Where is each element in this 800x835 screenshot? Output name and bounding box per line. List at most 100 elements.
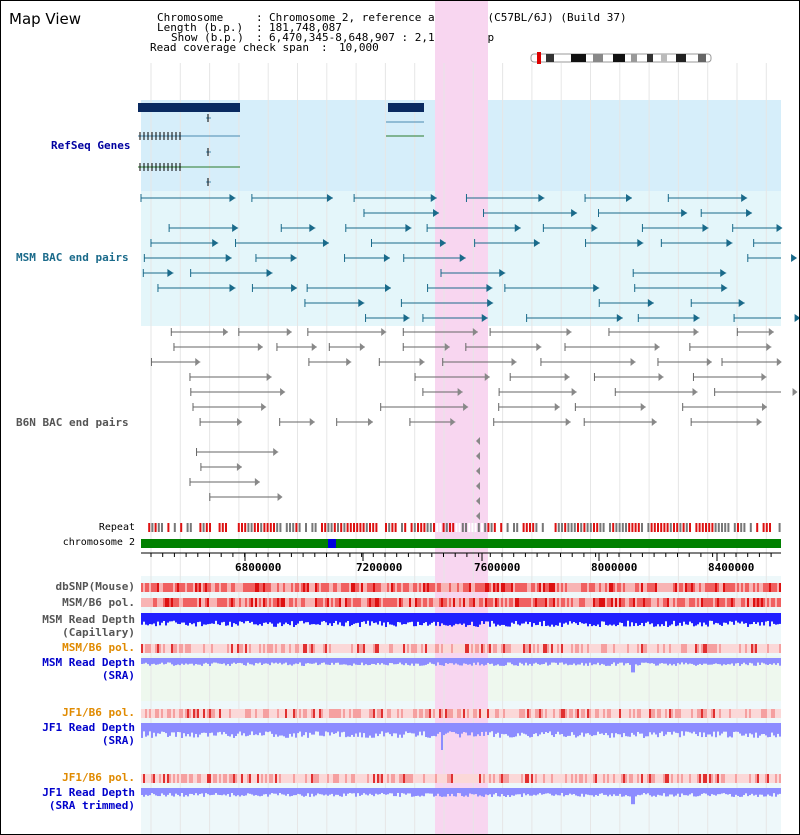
polymorphism-mark bbox=[653, 709, 655, 718]
polymorphism-mark bbox=[485, 774, 487, 783]
read-depth-bar bbox=[535, 658, 537, 663]
polymorphism-mark bbox=[599, 583, 601, 592]
repeat-mark bbox=[157, 523, 160, 532]
read-depth-bar bbox=[669, 723, 671, 733]
read-depth-bar bbox=[753, 788, 755, 796]
read-depth-bar bbox=[731, 788, 733, 797]
polymorphism-mark bbox=[749, 709, 751, 718]
track-label-msm-bac[interactable]: MSM BAC end pairs bbox=[16, 251, 129, 264]
read-depth-bar bbox=[149, 613, 151, 625]
repeat-mark bbox=[388, 523, 391, 532]
polymorphism-mark bbox=[645, 598, 647, 607]
read-depth-bar bbox=[411, 613, 413, 622]
read-depth-bar bbox=[625, 788, 627, 796]
read-depth-bar bbox=[463, 788, 465, 797]
polymorphism-mark bbox=[707, 583, 709, 592]
polymorphism-mark bbox=[723, 644, 725, 653]
polymorphism-mark bbox=[601, 583, 603, 592]
read-depth-bar bbox=[701, 788, 703, 794]
read-depth-bar bbox=[175, 613, 177, 623]
polymorphism-mark bbox=[175, 774, 177, 783]
polymorphism-mark bbox=[315, 709, 317, 718]
repeat-mark bbox=[282, 523, 285, 532]
polymorphism-mark bbox=[777, 709, 779, 718]
read-depth-bar bbox=[285, 788, 287, 796]
polymorphism-mark bbox=[421, 709, 423, 718]
polymorphism-mark bbox=[197, 644, 199, 653]
repeat-mark bbox=[615, 523, 618, 532]
polymorphism-mark bbox=[183, 583, 185, 592]
polymorphism-mark bbox=[301, 709, 303, 718]
read-depth-bar bbox=[379, 658, 381, 665]
track-label-refseq[interactable]: RefSeq Genes bbox=[51, 139, 131, 152]
polymorphism-mark bbox=[411, 774, 413, 783]
polymorphism-mark bbox=[565, 583, 567, 592]
read-depth-bar bbox=[641, 788, 643, 795]
read-depth-bar bbox=[319, 658, 321, 665]
polymorphism-mark bbox=[745, 709, 747, 718]
polymorphism-mark bbox=[663, 774, 665, 783]
polymorphism-mark bbox=[457, 644, 459, 653]
chromosome-key: Chromosome bbox=[157, 11, 224, 24]
track-label-chromosome: chromosome 2 bbox=[62, 537, 135, 548]
read-depth-bar bbox=[529, 723, 531, 738]
read-depth-bar bbox=[367, 613, 369, 621]
polymorphism-mark bbox=[681, 774, 683, 783]
polymorphism-mark bbox=[167, 644, 169, 653]
read-depth-bar bbox=[521, 613, 523, 624]
polymorphism-mark bbox=[261, 583, 263, 592]
polymorphism-mark bbox=[703, 583, 705, 592]
polymorphism-mark bbox=[265, 598, 267, 607]
read-depth-bar bbox=[257, 613, 259, 626]
read-depth-bar bbox=[399, 788, 401, 797]
read-depth-bar bbox=[163, 788, 165, 795]
repeat-mark bbox=[778, 523, 781, 532]
polymorphism-mark bbox=[705, 644, 707, 653]
polymorphism-mark bbox=[301, 598, 303, 607]
track-label-msm-depth-cap-2: (Capillary) bbox=[62, 626, 135, 639]
read-depth-bar bbox=[391, 613, 393, 625]
polymorphism-mark bbox=[681, 709, 683, 718]
polymorphism-mark bbox=[559, 598, 561, 607]
b6n-bac-arrow bbox=[706, 358, 712, 366]
polymorphism-mark bbox=[335, 583, 337, 592]
polymorphism-mark bbox=[497, 774, 499, 783]
polymorphism-mark bbox=[463, 709, 465, 718]
repeat-mark bbox=[183, 523, 186, 532]
polymorphism-mark bbox=[291, 774, 293, 783]
polymorphism-mark bbox=[535, 774, 537, 783]
msm-bac-arrow bbox=[322, 239, 329, 247]
polymorphism-mark bbox=[699, 774, 701, 783]
track-label-b6n-bac[interactable]: B6N BAC end pairs bbox=[16, 416, 129, 429]
read-depth-bar bbox=[559, 613, 561, 623]
read-depth-bar bbox=[587, 723, 589, 734]
read-depth-bar bbox=[755, 613, 757, 624]
read-depth-bar bbox=[527, 723, 529, 736]
read-depth-bar bbox=[409, 613, 411, 623]
polymorphism-mark bbox=[557, 583, 559, 592]
read-depth-bar bbox=[185, 723, 187, 737]
read-depth-bar bbox=[169, 788, 171, 794]
msm-bac-arrow bbox=[726, 239, 733, 247]
read-depth-bar bbox=[703, 723, 705, 733]
read-depth-bar bbox=[477, 723, 479, 735]
polymorphism-mark bbox=[701, 774, 703, 783]
polymorphism-mark bbox=[459, 583, 461, 592]
polymorphism-mark bbox=[585, 598, 587, 607]
polymorphism-mark bbox=[565, 774, 567, 783]
repeat-mark bbox=[327, 523, 330, 532]
repeat-mark bbox=[234, 523, 237, 532]
polymorphism-mark bbox=[357, 583, 359, 592]
polymorphism-mark bbox=[723, 583, 725, 592]
polymorphism-mark bbox=[361, 598, 363, 607]
polymorphism-mark bbox=[143, 583, 145, 592]
polymorphism-mark bbox=[463, 598, 465, 607]
read-depth-bar bbox=[539, 723, 541, 735]
polymorphism-mark bbox=[537, 583, 539, 592]
ideogram-band bbox=[676, 54, 686, 62]
repeat-mark bbox=[721, 523, 723, 532]
read-depth-bar bbox=[367, 658, 369, 666]
polymorphism-mark bbox=[691, 644, 693, 653]
polymorphism-mark bbox=[627, 774, 629, 783]
